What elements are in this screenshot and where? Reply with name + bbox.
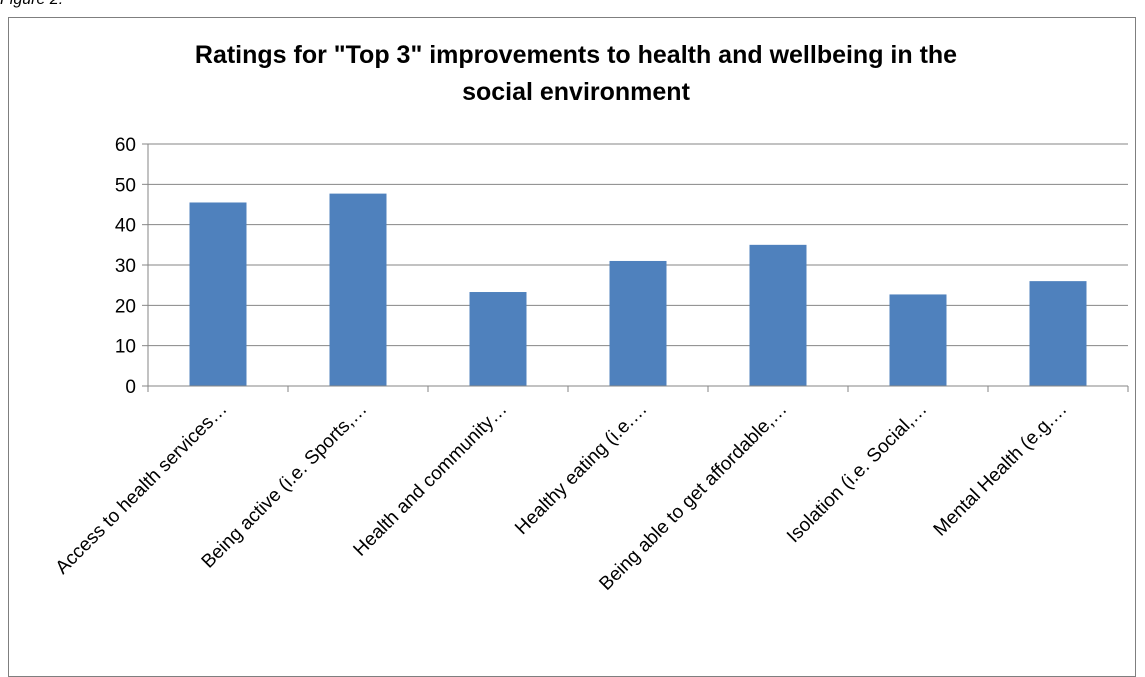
bar xyxy=(749,244,807,386)
y-tick-label: 0 xyxy=(125,377,136,398)
axes xyxy=(142,143,1129,392)
x-category-label: Being active (i.e. Sports,… xyxy=(198,399,372,573)
chart-title-line-2: social environment xyxy=(462,78,691,106)
bar xyxy=(1029,281,1087,386)
y-tick-label: 50 xyxy=(115,175,136,196)
bar xyxy=(889,294,947,386)
x-category-label: Health and community… xyxy=(350,399,512,561)
x-category-label: Isolation (i.e. Social,… xyxy=(783,399,932,548)
y-tick-label: 10 xyxy=(115,337,136,358)
y-tick-label: 40 xyxy=(115,216,136,237)
y-tick-label: 20 xyxy=(115,296,136,317)
x-category-label: Mental Health (e.g.… xyxy=(930,399,1072,541)
bars xyxy=(189,193,1087,386)
figure-caption: Figure 2. xyxy=(0,0,63,9)
bar xyxy=(329,193,387,386)
bar xyxy=(469,292,527,386)
y-tick-label: 60 xyxy=(115,135,136,156)
y-tick-label: 30 xyxy=(115,256,136,277)
chart-title-line-1: Ratings for "Top 3" improvements to heal… xyxy=(195,41,957,69)
bar xyxy=(189,202,247,386)
x-category-label: Healthy eating (i.e.… xyxy=(511,399,651,539)
bar xyxy=(609,260,667,386)
